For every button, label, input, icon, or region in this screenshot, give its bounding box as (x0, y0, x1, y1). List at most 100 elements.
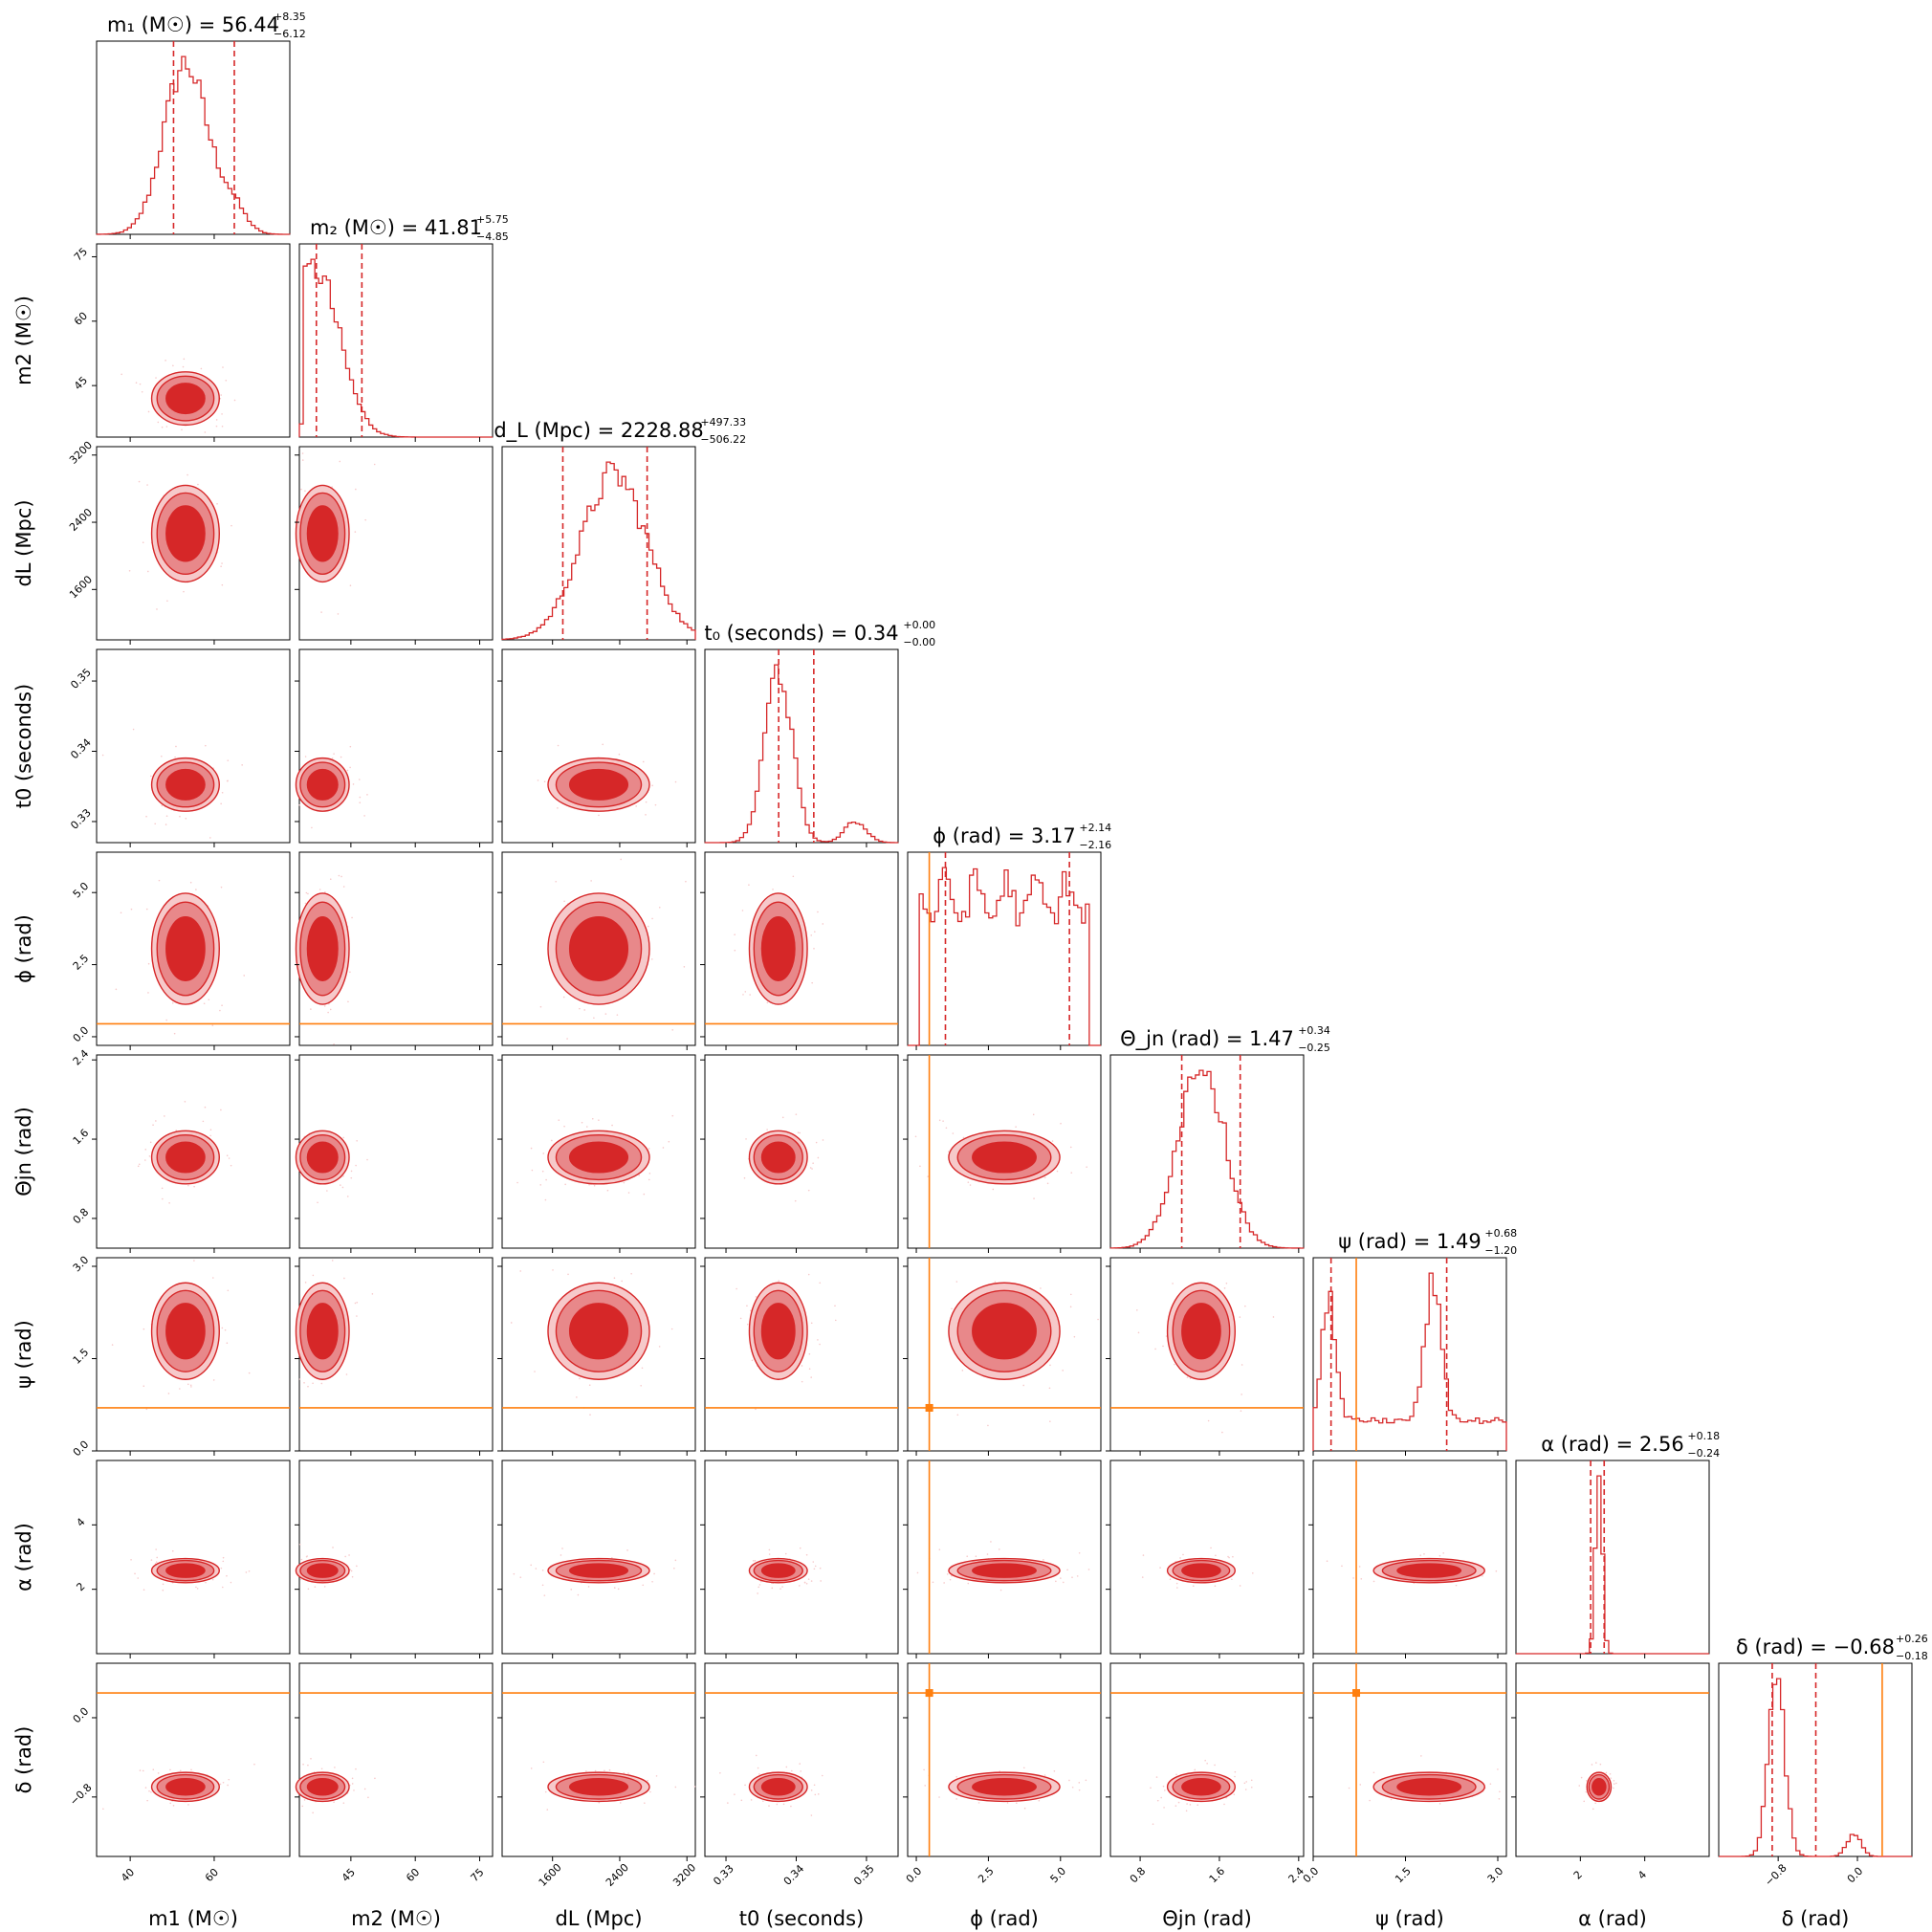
sample-point (530, 1767, 533, 1769)
sample-point (190, 1768, 192, 1771)
sample-point (560, 1554, 562, 1556)
sample-point (735, 1287, 737, 1290)
sample-point (785, 1766, 788, 1768)
sample-point (161, 426, 164, 428)
title-err-plus-phi: +2.14 (1079, 822, 1111, 834)
contour-inner (972, 1778, 1037, 1796)
sample-point (1594, 1762, 1597, 1764)
panel-t0-vs-t0: t₀ (seconds) = 0.34 +0.00 −0.00 (704, 619, 935, 847)
sample-point (349, 745, 352, 748)
sample-point (320, 1767, 323, 1770)
sample-point (642, 1584, 645, 1587)
sample-point (1223, 1803, 1225, 1806)
sample-point (352, 783, 355, 785)
sample-point (693, 1786, 696, 1788)
sample-point (305, 891, 308, 894)
sample-point (608, 1768, 611, 1771)
sample-point (757, 1586, 760, 1589)
panel-m2-vs-m2: m₂ (M☉) = 41.81+5.75 −4.85 (298, 213, 509, 442)
sample-point (1442, 1552, 1444, 1554)
sample-point (1585, 1790, 1588, 1793)
sample-point (1583, 1800, 1586, 1803)
sample-point (1006, 1802, 1009, 1804)
sample-point (300, 1558, 303, 1561)
x-axis-label-delta: δ (rad) (1782, 1907, 1850, 1930)
sample-point (1204, 1759, 1206, 1762)
x-tick-label-phi: 0.0 (904, 1865, 925, 1886)
sample-point (314, 1586, 317, 1588)
sample-point (1214, 1585, 1217, 1588)
sample-point (1497, 1768, 1499, 1770)
panel-phi-vs-m2 (295, 851, 494, 1050)
x-tick-label-alpha: 4 (1636, 1868, 1649, 1881)
sample-point (1192, 1585, 1195, 1588)
y-axis-label-t0: t0 (seconds) (12, 684, 35, 809)
panel-frame (501, 1662, 696, 1857)
sample-point (564, 1183, 566, 1186)
sample-point (356, 1565, 358, 1568)
sample-point (329, 878, 332, 881)
sample-point (962, 1136, 965, 1139)
sample-point (579, 1377, 581, 1380)
sample-point (304, 902, 307, 905)
sample-point (803, 1581, 806, 1584)
sample-point (645, 801, 648, 803)
sample-point (1194, 1768, 1197, 1771)
sample-point (1078, 1782, 1081, 1784)
sample-point (145, 1408, 148, 1411)
sample-point (952, 1132, 955, 1134)
sample-point (1022, 1384, 1025, 1387)
sample-point (299, 1578, 302, 1581)
sample-point (1613, 1779, 1615, 1782)
panel-theta-vs-m2 (295, 1054, 494, 1253)
sample-point (999, 1589, 1002, 1592)
sample-point (301, 452, 304, 454)
panel-t0-vs-m1: 0.33 0.34 0.35 (68, 648, 291, 847)
sample-point (1239, 1585, 1241, 1587)
sample-point (741, 910, 744, 911)
sample-point (311, 826, 313, 829)
sample-point (611, 1556, 613, 1559)
sample-point (674, 780, 677, 783)
sample-point (346, 769, 349, 772)
sample-point (801, 1365, 803, 1367)
sample-point (541, 1170, 544, 1173)
sample-point (1163, 1807, 1165, 1809)
sample-point (1438, 1554, 1441, 1557)
sample-point (187, 1383, 189, 1386)
y-tick-label-alpha: 2 (74, 1580, 87, 1593)
sample-point (181, 428, 183, 431)
contour-inner (165, 1303, 206, 1360)
sample-point (1078, 1551, 1081, 1554)
sample-point (1155, 1776, 1158, 1778)
x-tick-label-psi: 0.0 (1301, 1865, 1322, 1886)
sample-point (543, 780, 546, 783)
contour-inner (1396, 1563, 1462, 1578)
histogram-alpha (1516, 1475, 1709, 1655)
contour-inner (1396, 1778, 1462, 1796)
sample-point (563, 1125, 565, 1128)
sample-point (576, 1396, 578, 1398)
sample-point (307, 1588, 310, 1591)
sample-point (1610, 1777, 1613, 1779)
sample-point (1352, 1577, 1354, 1579)
x-tick-label-theta: 1.6 (1207, 1865, 1228, 1886)
title-dL: d_L (Mpc) = 2228.88 (494, 419, 703, 443)
panel-phi-vs-m1: 0.0 2.5 5.0 (71, 851, 291, 1050)
x-tick-label-m2: 60 (404, 1866, 422, 1884)
sample-point (374, 1777, 376, 1780)
sample-point (799, 1131, 801, 1134)
sample-point (768, 1548, 771, 1551)
sample-point (1023, 1807, 1026, 1810)
sample-point (298, 1543, 301, 1546)
contour-inner (1181, 1778, 1221, 1796)
sample-point (165, 360, 166, 362)
sample-point (798, 1585, 801, 1587)
sample-point (570, 1589, 573, 1591)
sample-point (630, 1272, 632, 1275)
truth-marker (925, 1689, 933, 1698)
sample-point (757, 1592, 758, 1594)
y-tick-label-m2: 60 (72, 310, 90, 328)
sample-point (992, 1188, 995, 1191)
sample-point (762, 1800, 764, 1802)
